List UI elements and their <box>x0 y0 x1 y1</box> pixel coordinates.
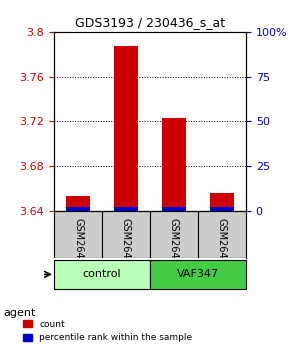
Bar <box>66 196 90 211</box>
Bar <box>210 207 234 211</box>
Text: agent: agent <box>3 308 35 318</box>
Bar <box>162 207 186 211</box>
Title: GDS3193 / 230436_s_at: GDS3193 / 230436_s_at <box>75 16 225 29</box>
Legend: count, percentile rank within the sample: count, percentile rank within the sample <box>20 316 196 346</box>
Bar <box>114 207 138 211</box>
Bar <box>66 207 90 211</box>
Text: GSM264757: GSM264757 <box>169 218 179 277</box>
Text: GSM264756: GSM264756 <box>121 218 131 277</box>
Text: control: control <box>83 269 121 279</box>
Text: GSM264758: GSM264758 <box>217 218 227 277</box>
FancyBboxPatch shape <box>54 260 150 289</box>
Text: VAF347: VAF347 <box>177 269 219 279</box>
FancyBboxPatch shape <box>150 260 246 289</box>
Bar <box>162 118 186 211</box>
Bar <box>210 193 234 211</box>
Bar <box>114 46 138 211</box>
Text: GSM264755: GSM264755 <box>73 218 83 277</box>
